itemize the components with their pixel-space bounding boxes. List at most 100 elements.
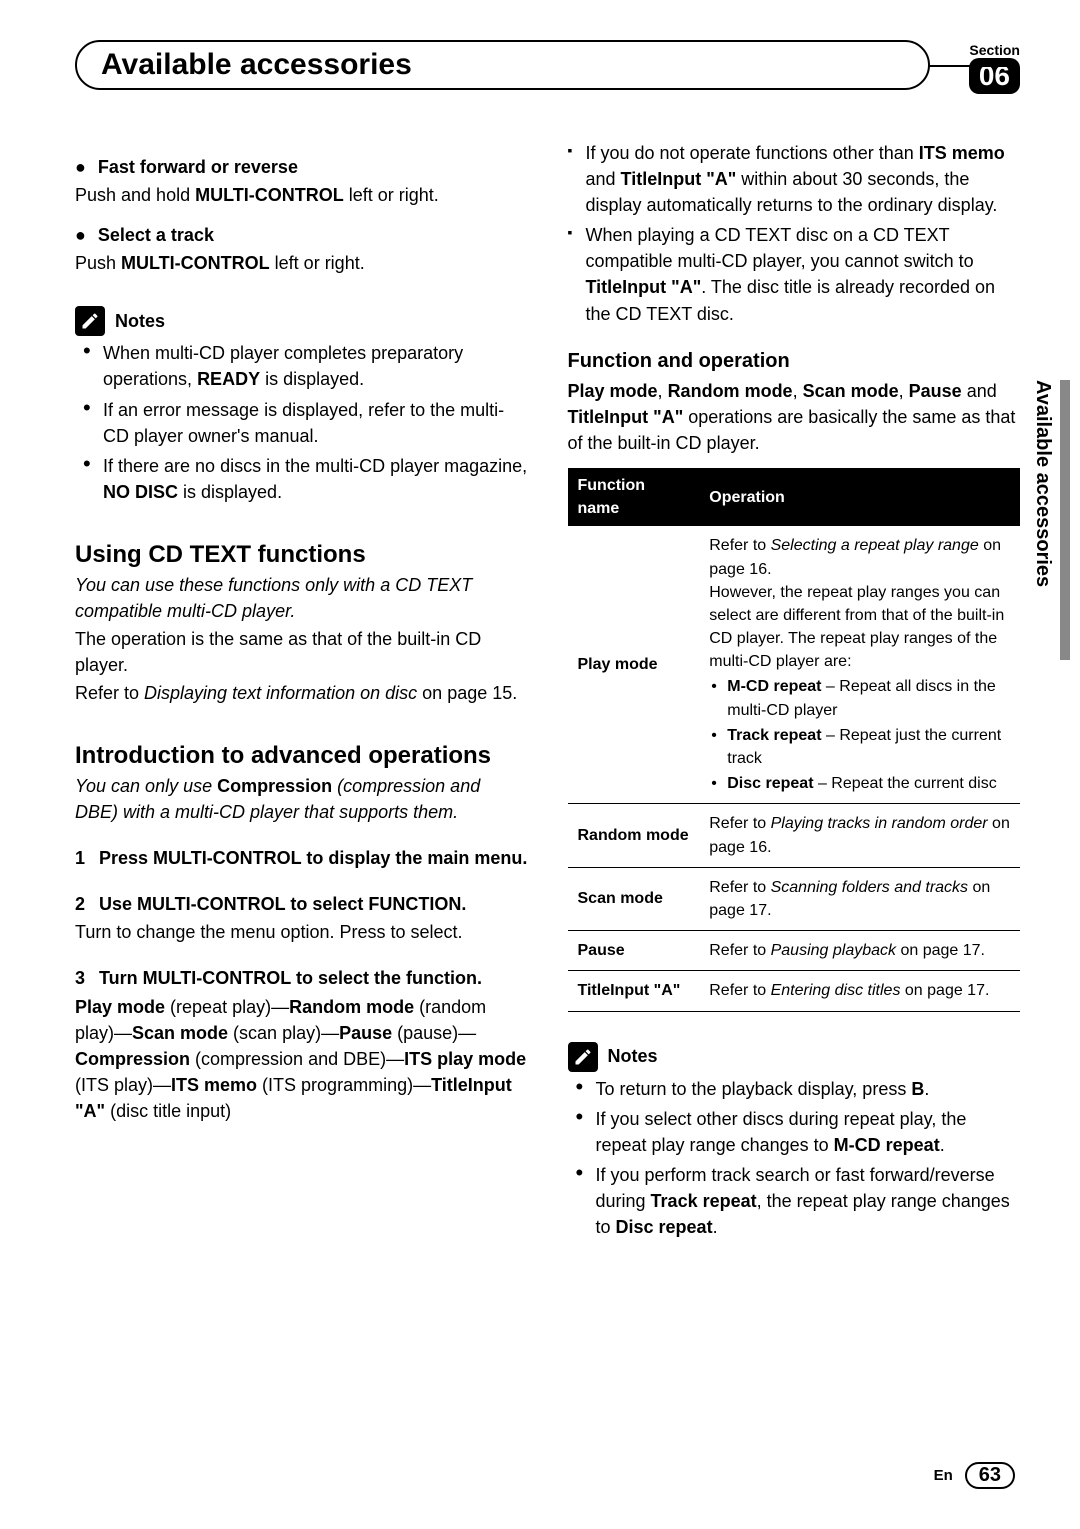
txt: M-CD repeat bbox=[834, 1135, 940, 1155]
txt: ITS play mode bbox=[404, 1049, 526, 1069]
table-row: TitleInput "A" Refer to Entering disc tit… bbox=[568, 971, 1021, 1011]
square-notes: If you do not operate functions other th… bbox=[568, 140, 1021, 327]
txt: Selecting a repeat play range bbox=[771, 537, 979, 554]
footer-lang: En bbox=[934, 1467, 953, 1484]
cell-function-name: Random mode bbox=[568, 804, 700, 867]
txt: . bbox=[924, 1079, 929, 1099]
txt: When playing a CD TEXT disc on a CD TEXT… bbox=[586, 225, 974, 271]
txt: and bbox=[586, 169, 621, 189]
cell-operation: Refer to Scanning folders and tracks on … bbox=[699, 867, 1020, 930]
txt: , bbox=[658, 381, 668, 401]
step-2: 2Use MULTI-CONTROL to select FUNCTION. bbox=[75, 891, 528, 917]
txt: . bbox=[940, 1135, 945, 1155]
note-item: If you perform track search or fast forw… bbox=[596, 1162, 1021, 1240]
left-column: Fast forward or reverse Push and hold MU… bbox=[75, 140, 528, 1244]
ffr-heading: Fast forward or reverse bbox=[75, 154, 528, 180]
ffr-text: Push and hold MULTI-CONTROL left or righ… bbox=[75, 182, 528, 208]
txt: on page 17. bbox=[900, 982, 989, 999]
txt-bold: MULTI-CONTROL bbox=[195, 185, 344, 205]
txt-italic: Displaying text information on disc bbox=[144, 683, 417, 703]
pencil-icon bbox=[75, 306, 105, 336]
cell-function-name: TitleInput "A" bbox=[568, 971, 700, 1011]
table-row: Play modeRefer to Selecting a repeat pla… bbox=[568, 526, 1021, 804]
txt: (ITS programming)— bbox=[257, 1075, 431, 1095]
section-label: Section bbox=[969, 42, 1020, 58]
txt: (ITS play)— bbox=[75, 1075, 171, 1095]
txt: . bbox=[713, 1217, 718, 1237]
step-1: 1Press MULTI-CONTROL to display the main… bbox=[75, 845, 528, 871]
txt: and bbox=[962, 381, 997, 401]
select-track-heading: Select a track bbox=[75, 222, 528, 248]
txt-bold: MULTI-CONTROL bbox=[121, 253, 270, 273]
txt: You can only use bbox=[75, 776, 217, 796]
cell-operation: Refer to Selecting a repeat play range o… bbox=[699, 526, 1020, 804]
bullet-item: M-CD repeat – Repeat all discs in the mu… bbox=[727, 675, 1010, 721]
function-table: Function name Operation Play modeRefer t… bbox=[568, 468, 1021, 1012]
notes-heading: Notes bbox=[75, 306, 528, 336]
cdtext-title: Using CD TEXT functions bbox=[75, 541, 528, 570]
txt: left or right. bbox=[270, 253, 365, 273]
txt: Refer to bbox=[75, 683, 144, 703]
txt: Random mode bbox=[668, 381, 793, 401]
txt: left or right. bbox=[344, 185, 439, 205]
cdtext-intro: You can use these functions only with a … bbox=[75, 572, 528, 624]
txt: READY bbox=[197, 369, 260, 389]
notes-heading-2: Notes bbox=[568, 1042, 1021, 1072]
notes-label-text: Notes bbox=[608, 1043, 658, 1069]
section-number-badge: 06 bbox=[969, 58, 1020, 94]
right-column: If you do not operate functions other th… bbox=[568, 140, 1021, 1244]
txt: TitleInput "A" bbox=[568, 407, 684, 427]
note-item: If there are no discs in the multi-CD pl… bbox=[103, 453, 528, 505]
txt: is displayed. bbox=[260, 369, 364, 389]
note-item: If an error message is displayed, refer … bbox=[103, 397, 528, 449]
txt: Disc repeat bbox=[727, 775, 813, 792]
txt: M-CD repeat bbox=[727, 678, 821, 695]
note-item: If you select other discs during repeat … bbox=[596, 1106, 1021, 1158]
table-row: Random mode Refer to Playing tracks in ra… bbox=[568, 804, 1021, 867]
table-row: PauseRefer to Pausing playback on page 1… bbox=[568, 931, 1021, 971]
txt: , bbox=[899, 381, 909, 401]
txt: TitleInput "A" bbox=[621, 169, 737, 189]
function-operation-title: Function and operation bbox=[568, 347, 1021, 376]
txt: , bbox=[793, 381, 803, 401]
txt: Play mode bbox=[568, 381, 658, 401]
cell-function-name: Play mode bbox=[568, 526, 700, 804]
cdtext-para1: The operation is the same as that of the… bbox=[75, 626, 528, 678]
footer-page-number: 63 bbox=[965, 1462, 1015, 1489]
txt: Refer to bbox=[709, 942, 770, 959]
txt: Refer to bbox=[709, 982, 770, 999]
step-3-text: Turn MULTI-CONTROL to select the functio… bbox=[99, 968, 482, 988]
notes-list: When multi-CD player completes preparato… bbox=[75, 340, 528, 505]
txt: Pause bbox=[909, 381, 962, 401]
page-footer: En 63 bbox=[934, 1462, 1015, 1489]
note-item: When multi-CD player completes preparato… bbox=[103, 340, 528, 392]
txt: Playing tracks in random order bbox=[771, 815, 988, 832]
txt: Refer to bbox=[709, 537, 770, 554]
notes-list-2: To return to the playback display, press… bbox=[568, 1076, 1021, 1241]
pencil-icon bbox=[568, 1042, 598, 1072]
txt: (pause)— bbox=[392, 1023, 476, 1043]
cell-operation: Refer to Pausing playback on page 17. bbox=[699, 931, 1020, 971]
txt: Track repeat bbox=[651, 1191, 757, 1211]
cell-bullets: M-CD repeat – Repeat all discs in the mu… bbox=[709, 675, 1010, 795]
txt: NO DISC bbox=[103, 482, 178, 502]
txt: Refer to bbox=[709, 879, 770, 896]
txt: Disc repeat bbox=[616, 1217, 713, 1237]
header-bar: Available accessories bbox=[75, 40, 930, 90]
txt: Refer to bbox=[709, 815, 770, 832]
txt: (repeat play)— bbox=[165, 997, 289, 1017]
txt: (scan play)— bbox=[228, 1023, 339, 1043]
txt: Play mode bbox=[75, 997, 165, 1017]
txt: If an error message is displayed, refer … bbox=[103, 400, 504, 446]
bullet-item: Track repeat – Repeat just the current t… bbox=[727, 724, 1010, 770]
txt: Entering disc titles bbox=[771, 982, 901, 999]
cell-function-name: Scan mode bbox=[568, 867, 700, 930]
txt: Scanning folders and tracks bbox=[771, 879, 968, 896]
txt: on page 15. bbox=[417, 683, 517, 703]
txt: Scan mode bbox=[132, 1023, 228, 1043]
txt: Pausing playback bbox=[771, 942, 896, 959]
cell-extra: However, the repeat play ranges you can … bbox=[709, 581, 1010, 674]
th-operation: Operation bbox=[699, 468, 1020, 526]
select-track-text: Push MULTI-CONTROL left or right. bbox=[75, 250, 528, 276]
intro-title: Introduction to advanced operations bbox=[75, 742, 528, 771]
